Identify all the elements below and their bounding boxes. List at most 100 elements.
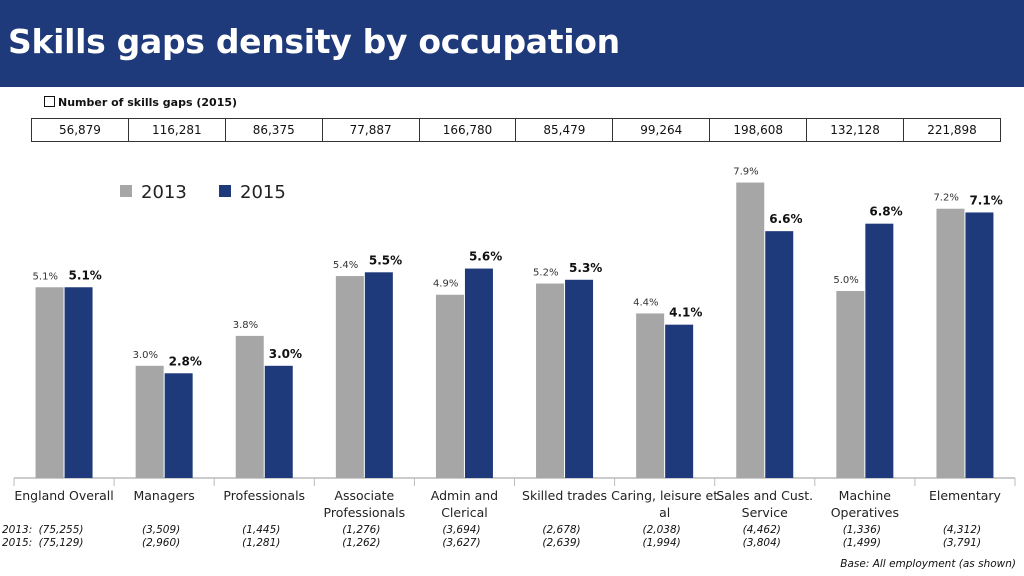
page-title: Skills gaps density by occupation (8, 22, 620, 61)
base-value-2015: (1,262) (342, 537, 380, 549)
bar-2013 (235, 335, 264, 478)
header-banner: Skills gaps density by occupation (0, 0, 1024, 87)
data-label-2013: 5.1% (33, 271, 58, 282)
data-label-2013: 7.9% (733, 167, 758, 178)
base-value-2013: (75,255) (39, 524, 84, 536)
legend-swatch-2015 (219, 185, 231, 197)
table-cell: 132,128 (806, 118, 905, 142)
data-label-2013: 7.2% (933, 193, 958, 204)
data-label-2013: 4.9% (433, 279, 458, 290)
data-label-2013: 4.4% (633, 297, 658, 308)
bar-2013 (736, 182, 765, 479)
x-axis-label: al (659, 505, 670, 520)
bar-2015 (665, 324, 694, 478)
data-label-2015: 3.0% (269, 347, 302, 361)
x-axis-label: England Overall (14, 488, 113, 503)
base-value-2013: (3,694) (442, 524, 480, 536)
table-cell: 86,375 (224, 118, 323, 142)
x-axis-label: Service (742, 505, 789, 520)
x-axis-label: Admin and (431, 488, 498, 503)
data-label-2015: 6.8% (869, 205, 902, 219)
table-cell: 221,898 (903, 118, 1001, 142)
table-row: 56,879 116,281 86,375 77,887 166,780 85,… (31, 118, 1001, 142)
base-value-2015: (75,129) (39, 537, 84, 549)
data-label-2013: 5.0% (833, 275, 858, 286)
checkbox-icon (44, 96, 55, 107)
bar-2015 (565, 279, 594, 478)
x-axis-label: Elementary (929, 488, 1002, 503)
x-axis-label: Professionals (223, 488, 305, 503)
base-value-2013: (1,276) (342, 524, 380, 536)
data-label-2015: 2.8% (169, 354, 202, 368)
x-axis-label: Associate (334, 488, 394, 503)
base-label-2015: 2015: (2, 537, 32, 549)
base-value-2015: (1,994) (643, 537, 681, 549)
data-label-2013: 3.8% (233, 320, 258, 331)
x-axis-label: Managers (133, 488, 194, 503)
bar-2013 (536, 283, 565, 478)
bar-2015 (64, 287, 93, 478)
base-value-2015: (2,639) (542, 537, 580, 549)
data-label-2015: 5.6% (469, 250, 502, 264)
x-axis-label: Clerical (441, 505, 488, 520)
table-cell: 166,780 (418, 118, 517, 142)
x-axis-label: Caring, leisure et (611, 488, 718, 503)
base-value-2013: (4,312) (943, 524, 981, 536)
skills-gaps-table: 56,879 116,281 86,375 77,887 166,780 85,… (31, 118, 1001, 142)
x-axis-label: Machine (839, 488, 892, 503)
skills-gaps-caption: Number of skills gaps (2015) (44, 96, 237, 109)
bar-2015 (965, 212, 994, 478)
x-axis-label: Skilled trades (522, 488, 607, 503)
base-value-2013: (1,445) (242, 524, 280, 536)
legend-label-2013: 2013 (141, 182, 187, 203)
data-label-2015: 5.5% (369, 253, 402, 267)
bar-2015 (464, 268, 493, 478)
bar-2015 (264, 365, 293, 478)
bar-2015 (865, 223, 894, 478)
x-axis-label: Sales and Cust. (716, 488, 813, 503)
base-value-2015: (1,281) (242, 537, 280, 549)
bar-2013 (35, 287, 64, 478)
base-value-2015: (3,627) (442, 537, 480, 549)
base-value-2015: (2,960) (142, 537, 180, 549)
bar-2013 (435, 294, 464, 478)
base-note: Base: All employment (as shown) (840, 558, 1016, 570)
data-label-2013: 5.2% (533, 268, 558, 279)
bar-2015 (364, 272, 393, 478)
table-cell: 116,281 (127, 118, 226, 142)
table-cell: 198,608 (709, 118, 808, 142)
legend-swatch-2013 (120, 185, 132, 197)
skills-gaps-label: Number of skills gaps (2015) (58, 96, 238, 109)
bar-2015 (765, 231, 794, 478)
base-value-2013: (4,462) (743, 524, 781, 536)
data-label-2015: 5.1% (69, 268, 102, 282)
table-cell: 56,879 (31, 118, 129, 142)
data-label-2013: 5.4% (333, 260, 358, 271)
bar-2013 (836, 291, 865, 478)
base-value-2013: (1,336) (843, 524, 881, 536)
data-label-2015: 4.1% (669, 306, 702, 320)
bar-2013 (335, 276, 364, 478)
table-cell: 99,264 (612, 118, 711, 142)
x-axis-label: Professionals (324, 505, 406, 520)
bar-2013 (135, 365, 164, 478)
data-label-2013: 3.0% (133, 350, 158, 361)
base-value-2013: (2,678) (542, 524, 580, 536)
data-label-2015: 5.3% (569, 261, 602, 275)
bar-2015 (164, 373, 193, 478)
bar-2013 (936, 208, 965, 478)
legend-label-2015: 2015 (240, 182, 286, 203)
x-axis-label: Operatives (831, 505, 899, 520)
base-value-2013: (2,038) (643, 524, 681, 536)
table-cell: 85,479 (515, 118, 614, 142)
base-value-2013: (3,509) (142, 524, 180, 536)
base-value-2015: (3,804) (743, 537, 781, 549)
bar-2013 (636, 313, 665, 478)
base-value-2015: (1,499) (843, 537, 881, 549)
base-label-2013: 2013: (2, 524, 32, 536)
table-cell: 77,887 (321, 118, 420, 142)
data-label-2015: 7.1% (969, 193, 1002, 207)
data-label-2015: 6.6% (769, 212, 802, 226)
base-value-2015: (3,791) (943, 537, 981, 549)
